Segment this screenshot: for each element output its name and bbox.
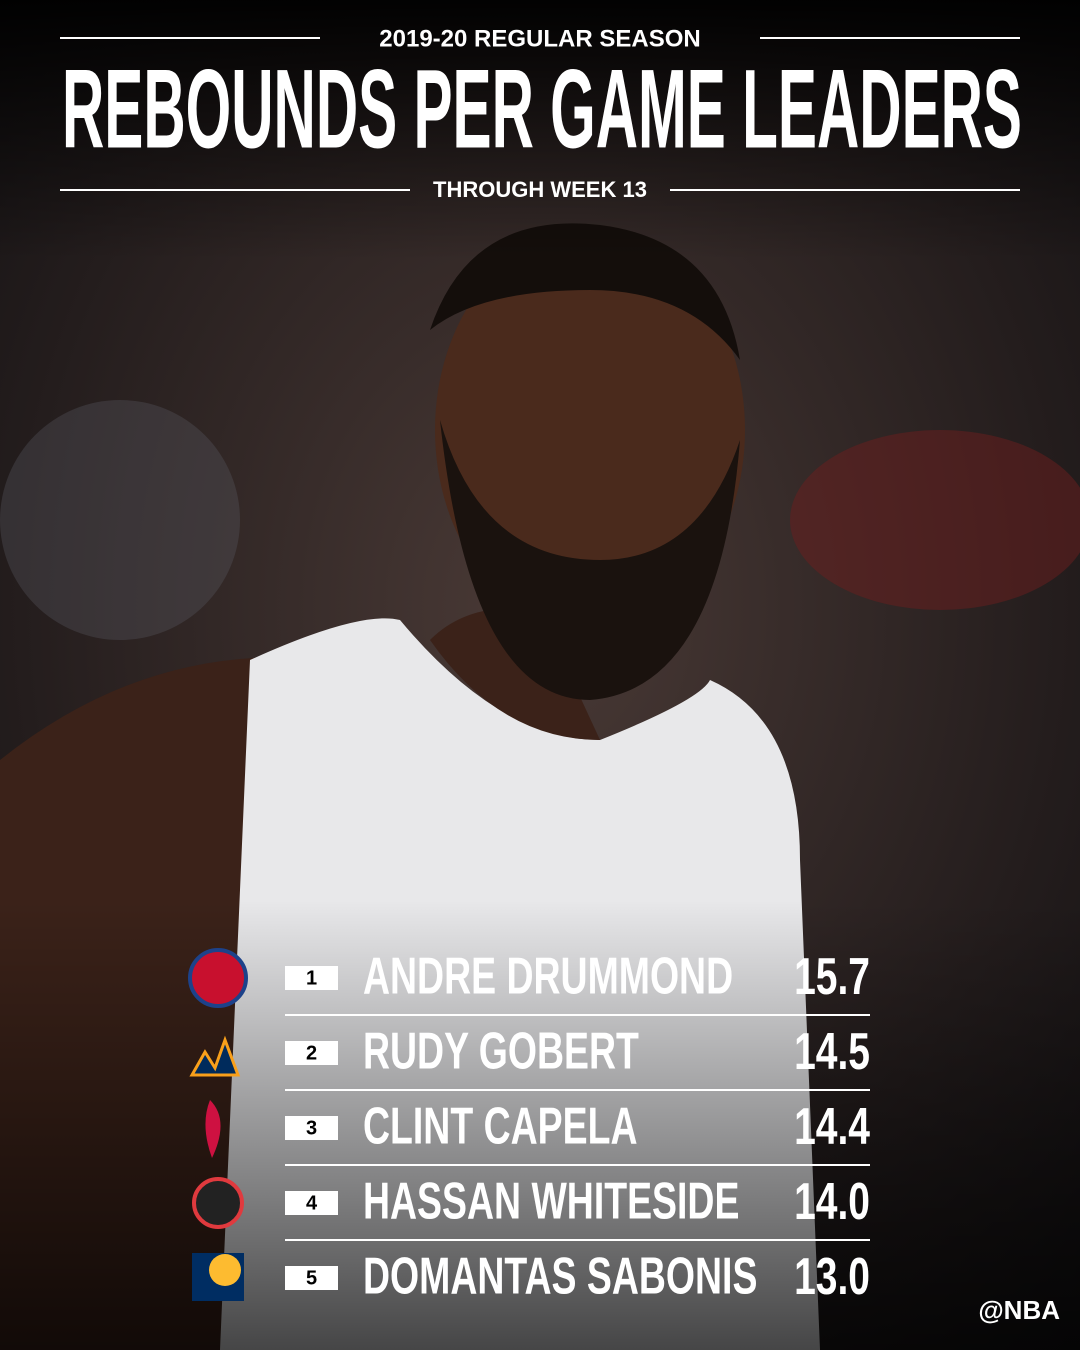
rebounds-value: 14.5: [794, 1021, 870, 1080]
rank-box: [285, 1191, 338, 1215]
value-group: 13.0: [794, 1246, 870, 1305]
player-name: CLINT CAPELA: [363, 1097, 637, 1156]
name-group: RUDY GOBERT: [363, 1022, 639, 1081]
value-group: 14.5: [794, 1021, 870, 1080]
player-name: DOMANTAS SABONIS: [363, 1247, 757, 1306]
leader-row: 4 HASSAN WHITESIDE 14.0: [285, 1171, 870, 1241]
rebounds-value: 13.0: [794, 1246, 870, 1305]
rank-box: [285, 1041, 338, 1065]
player-name: ANDRE DRUMMOND: [363, 947, 733, 1006]
rank-box: [285, 1266, 338, 1290]
name-group: ANDRE DRUMMOND: [363, 947, 733, 1006]
team-logos: [188, 948, 248, 1301]
player-name: HASSAN WHITESIDE: [363, 1172, 739, 1231]
player-name: RUDY GOBERT: [363, 1022, 639, 1081]
leader-row: 3 CLINT CAPELA 14.4: [285, 1096, 870, 1166]
leader-row: 2 RUDY GOBERT 14.5: [285, 1021, 870, 1091]
leaderboard: 1 ANDRE DRUMMOND 15.7 2 RUDY GOBERT 14.5 3 CLIN…: [285, 946, 870, 1305]
rebounds-value: 14.4: [794, 1096, 870, 1155]
handle: @NBA: [978, 1295, 1060, 1325]
value-group: 14.4: [794, 1096, 870, 1155]
logo-pistons: [188, 948, 248, 1008]
logo-rockets: [205, 1100, 221, 1158]
logo-blazers: [192, 1177, 244, 1229]
logo-jazz: [189, 1035, 241, 1077]
value-group: 15.7: [794, 946, 870, 1005]
rebounds-value: 15.7: [794, 946, 870, 1005]
name-group: CLINT CAPELA: [363, 1097, 637, 1156]
rank: 2: [306, 1042, 317, 1064]
title: REBOUNDS PER GAME LEADERS: [62, 47, 1022, 172]
leader-row: 1 ANDRE DRUMMOND 15.7: [285, 946, 870, 1016]
rank: 3: [306, 1117, 317, 1139]
rebounds-value: 14.0: [794, 1171, 870, 1230]
rank-box: [285, 1116, 338, 1140]
name-group: DOMANTAS SABONIS: [363, 1247, 757, 1306]
value-group: 14.0: [794, 1171, 870, 1230]
rank: 1: [306, 967, 317, 989]
logo-pacers-ball: [209, 1254, 241, 1286]
rank: 4: [306, 1192, 318, 1214]
rank: 5: [306, 1267, 317, 1289]
leader-row: 5 DOMANTAS SABONIS 13.0: [285, 1246, 870, 1305]
subtitle: THROUGH WEEK 13: [433, 177, 647, 202]
season-label: 2019-20 REGULAR SEASON: [379, 25, 700, 52]
rank-box: [285, 966, 338, 990]
name-group: HASSAN WHITESIDE: [363, 1172, 739, 1231]
